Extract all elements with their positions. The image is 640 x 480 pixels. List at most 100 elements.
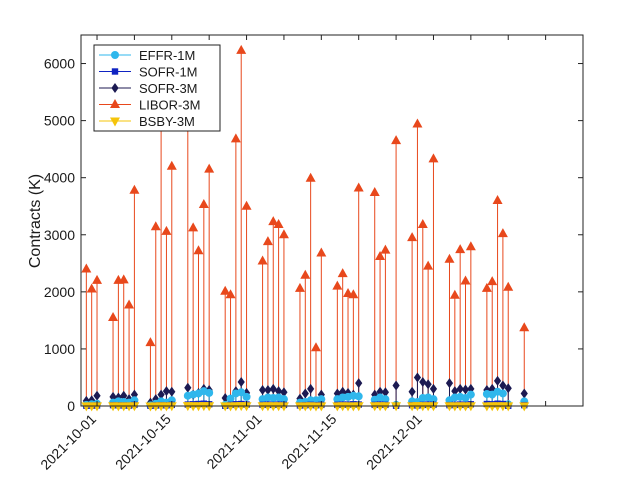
point-sofr-3m	[392, 380, 400, 391]
point-libor-3m	[92, 274, 103, 284]
point-effr-1m	[237, 388, 246, 397]
point-libor-3m	[380, 244, 391, 254]
point-sofr-3m	[445, 378, 454, 389]
y-tick-label: 3000	[44, 227, 75, 243]
point-sofr-3m	[237, 377, 245, 388]
point-sofr-3m	[520, 388, 528, 399]
point-libor-3m	[391, 135, 402, 145]
legend-label-sofr-1m: SOFR-1M	[139, 65, 198, 80]
legend-label-sofr-3m: SOFR-3M	[139, 81, 198, 96]
point-libor-3m	[316, 247, 327, 257]
point-bsby-3m	[391, 402, 402, 412]
point-libor-3m	[503, 281, 514, 291]
y-tick-label: 5000	[44, 113, 75, 129]
point-bsby-3m	[428, 402, 439, 412]
point-libor-3m	[305, 172, 316, 182]
point-libor-3m	[487, 276, 498, 286]
point-bsby-3m	[204, 402, 215, 412]
point-libor-3m	[417, 218, 428, 228]
point-effr-1m	[429, 395, 438, 404]
point-libor-3m	[145, 337, 156, 347]
point-libor-3m	[455, 244, 466, 254]
points-layer	[81, 44, 530, 412]
point-sofr-3m	[504, 383, 512, 394]
point-libor-3m	[300, 269, 311, 279]
point-libor-3m	[492, 195, 503, 205]
x-tick-label: 2021-11-15	[278, 411, 339, 472]
point-sofr-3m	[355, 378, 363, 389]
point-sofr-3m	[429, 383, 438, 394]
point-libor-3m	[497, 228, 508, 238]
point-libor-3m	[161, 225, 172, 235]
point-sofr-3m	[264, 385, 272, 396]
point-sofr-3m	[456, 383, 464, 394]
point-libor-3m	[294, 282, 305, 292]
point-sofr-3m	[258, 385, 267, 396]
point-bsby-3m	[92, 402, 103, 412]
point-sofr-3m	[424, 379, 432, 390]
point-libor-3m	[278, 229, 289, 239]
y-tick-label: 2000	[44, 284, 75, 300]
point-effr-1m	[226, 394, 235, 403]
legend-marker-bsby-3m	[110, 117, 120, 127]
point-sofr-3m	[221, 393, 229, 404]
point-libor-3m	[150, 221, 161, 231]
point-effr-1m	[381, 395, 390, 404]
point-libor-3m	[257, 255, 268, 265]
point-sofr-3m	[451, 386, 459, 397]
point-libor-3m	[423, 260, 434, 270]
point-libor-3m	[428, 153, 439, 163]
y-tick-label: 0	[67, 398, 75, 414]
point-libor-3m	[268, 216, 279, 226]
point-sofr-3m	[269, 383, 277, 394]
point-libor-3m	[348, 289, 359, 299]
point-bsby-3m	[166, 402, 177, 412]
point-libor-3m	[81, 263, 92, 273]
point-libor-3m	[412, 118, 423, 128]
point-libor-3m	[86, 283, 97, 293]
y-axis-title: Contracts (K)	[27, 174, 44, 268]
legend-marker-libor-3m	[110, 99, 120, 108]
point-libor-3m	[481, 282, 492, 292]
point-libor-3m	[241, 200, 252, 210]
point-effr-1m	[317, 395, 326, 404]
point-bsby-3m	[129, 402, 140, 412]
point-libor-3m	[407, 232, 418, 242]
point-bsby-3m	[316, 402, 327, 412]
point-libor-3m	[262, 236, 273, 246]
point-bsby-3m	[353, 402, 364, 412]
point-libor-3m	[375, 250, 386, 260]
point-libor-3m	[465, 241, 476, 251]
point-sofr-3m	[381, 387, 390, 398]
point-libor-3m	[236, 44, 247, 54]
point-libor-3m	[124, 299, 135, 309]
point-libor-3m	[129, 184, 140, 194]
x-tick-label: 2021-10-15	[112, 411, 174, 473]
point-sofr-3m	[120, 390, 128, 401]
point-effr-1m	[279, 395, 288, 404]
point-sofr-3m	[419, 377, 427, 388]
point-libor-3m	[193, 245, 204, 255]
point-bsby-3m	[241, 402, 252, 412]
y-axis: 0 1000 2000 3000 4000 5000 6000	[44, 56, 583, 414]
point-effr-1m	[205, 388, 214, 397]
point-sofr-3m	[307, 383, 315, 394]
point-libor-3m	[166, 160, 177, 170]
y-tick-label: 4000	[44, 170, 75, 186]
point-sofr-3m	[499, 380, 507, 391]
point-sofr-3m	[408, 386, 416, 397]
point-libor-3m	[353, 182, 364, 192]
legend-marker-sofr-3m	[111, 83, 119, 93]
point-sofr-3m	[162, 386, 171, 397]
point-sofr-3m	[333, 388, 341, 399]
x-tick-label: 2021-10-01	[37, 411, 99, 473]
x-tick-label: 2021-12-01	[363, 411, 425, 473]
point-sofr-3m	[461, 384, 470, 395]
point-libor-3m	[204, 163, 215, 173]
point-bsby-3m	[465, 402, 476, 412]
point-sofr-3m	[184, 382, 192, 393]
point-libor-3m	[225, 289, 236, 299]
point-effr-1m	[242, 392, 251, 401]
